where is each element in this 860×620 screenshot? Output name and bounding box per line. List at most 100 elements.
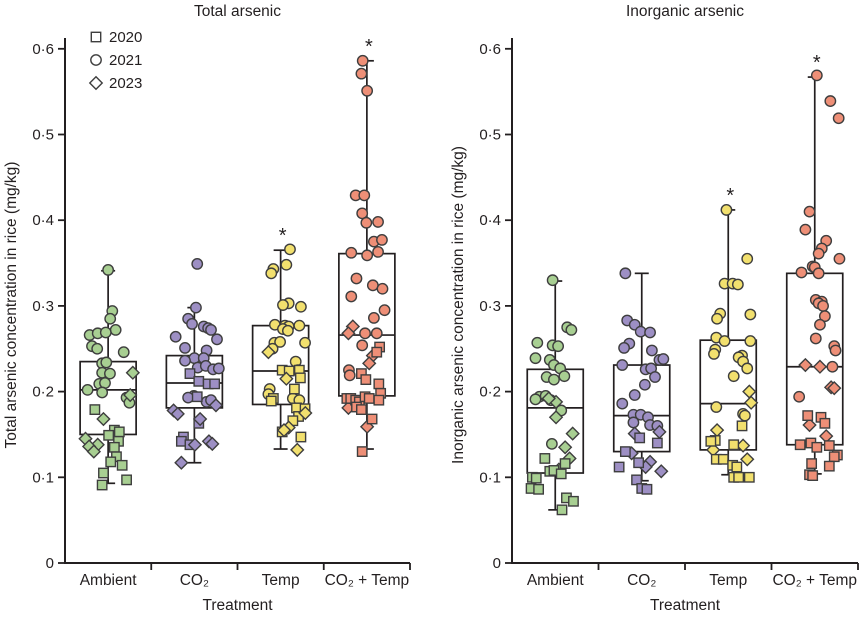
data-point-2023: [187, 437, 203, 452]
data-point-2020: [733, 471, 745, 483]
legend-diamond-icon: [88, 75, 104, 91]
data-point-2021: [372, 216, 384, 228]
data-point-2023: [565, 426, 580, 441]
data-point-2020: [802, 410, 814, 421]
data-point-2021: [376, 234, 388, 246]
data-point-2021: [710, 401, 723, 413]
data-point-2021: [378, 304, 391, 317]
data-point-2020: [819, 417, 831, 429]
data-point-2021: [649, 371, 661, 383]
data-point-2020: [121, 474, 132, 486]
data-point-2020: [103, 429, 115, 441]
data-point-2021: [616, 359, 629, 371]
data-point-2021: [531, 336, 544, 349]
data-point-2021: [793, 390, 806, 403]
data-point-2021: [708, 347, 720, 360]
data-point-2021: [284, 243, 296, 256]
data-point-2020: [366, 413, 378, 425]
legend-square-icon: [90, 31, 102, 43]
y-axis-title: Inorganic arsenic concentration in rice …: [450, 146, 467, 464]
data-point-2020: [806, 458, 818, 469]
data-point-2021: [552, 340, 565, 353]
data-point-2021: [265, 267, 278, 280]
data-point-2023: [174, 455, 189, 470]
group-ambient: [525, 274, 585, 516]
group-temp: *: [699, 185, 759, 483]
data-point-2021: [102, 264, 115, 276]
data-point-2021: [345, 246, 358, 259]
y-tick-label: 0·5: [32, 127, 54, 144]
data-point-2021: [744, 308, 757, 321]
data-point-2021: [361, 249, 374, 262]
data-point-2021: [104, 312, 117, 325]
data-point-2020: [193, 375, 205, 387]
y-tick-label: 0: [493, 555, 501, 572]
data-point-2023: [740, 452, 755, 467]
data-point-2023: [208, 398, 224, 413]
panel-inorganic-arsenic: Inorganic arsenic 0 0·1 0·2 0·3 0·4 0·5 0·6 Inor…: [450, 3, 859, 614]
data-point-2023: [557, 440, 573, 455]
data-point-2023: [709, 422, 725, 438]
data-point-2020: [533, 483, 545, 495]
data-point-2020: [619, 446, 631, 457]
data-point-2020: [728, 439, 740, 451]
data-point-2020: [373, 394, 385, 406]
panel-title: Total arsenic: [194, 3, 281, 20]
data-point-2020: [641, 483, 653, 495]
data-point-2021: [355, 67, 368, 80]
points-co: [166, 258, 225, 470]
data-point-2020: [113, 426, 125, 438]
data-point-2021: [741, 252, 754, 265]
x-category-label: CO₂: [627, 572, 656, 589]
legend-label: 2020: [109, 29, 142, 46]
data-point-2020: [559, 458, 571, 469]
data-point-2021: [799, 223, 812, 236]
data-point-2020: [736, 420, 748, 432]
data-point-2020: [371, 346, 383, 358]
points-temp: [705, 204, 759, 483]
data-point-2021: [212, 362, 225, 375]
data-point-2020: [794, 439, 806, 451]
data-point-2021: [117, 346, 130, 359]
points-co: [613, 267, 670, 495]
x-category-label: Temp: [709, 572, 747, 589]
data-point-2023: [86, 444, 102, 459]
data-point-2023: [362, 356, 377, 371]
data-point-2020: [731, 461, 743, 473]
data-point-2023: [742, 384, 757, 399]
data-point-2020: [373, 378, 385, 390]
data-point-2023: [812, 359, 828, 374]
data-point-2021: [814, 318, 826, 331]
y-tick-label: 0·3: [479, 298, 501, 315]
data-point-2021: [824, 95, 837, 107]
group-temp: *: [251, 225, 313, 458]
data-point-2020: [289, 383, 300, 395]
data-point-2021: [628, 389, 641, 401]
data-point-2021: [645, 344, 658, 357]
significance-asterisk: *: [365, 36, 373, 58]
data-point-2021: [565, 323, 578, 336]
data-point-2020: [634, 432, 646, 444]
legend: 2020 2021 2023: [88, 29, 142, 92]
data-point-2021: [731, 278, 744, 291]
data-point-2021: [720, 204, 733, 216]
data-point-2021: [343, 369, 356, 382]
x-category-label: Temp: [262, 572, 300, 589]
x-category-label: CO₂ + Temp: [772, 572, 857, 589]
data-point-2021: [179, 341, 191, 354]
data-point-2021: [638, 378, 651, 391]
data-point-2020: [363, 393, 375, 404]
significance-asterisk: *: [813, 52, 821, 74]
data-point-2020: [360, 374, 372, 386]
data-point-2021: [558, 370, 571, 383]
data-point-2023: [96, 411, 111, 427]
data-point-2021: [356, 54, 369, 67]
data-point-2020: [98, 467, 109, 479]
y-tick-label: 0·6: [32, 41, 54, 58]
data-point-2023: [290, 442, 305, 458]
y-tick-label: 0·2: [32, 384, 54, 401]
data-point-2023: [798, 357, 813, 373]
data-point-2020: [89, 404, 101, 415]
significance-asterisk: *: [279, 225, 287, 247]
